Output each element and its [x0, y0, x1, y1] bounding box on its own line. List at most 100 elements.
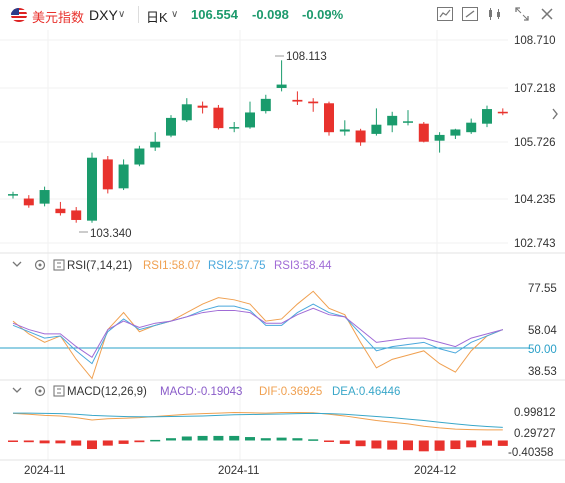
price-change-percent: -0.09%	[302, 7, 344, 22]
macd-histogram-bar	[8, 440, 18, 442]
price-change: -0.098	[252, 7, 289, 22]
indicator-settings-icon[interactable]	[53, 385, 65, 397]
candle-body	[276, 84, 287, 88]
rsi-lines	[12, 290, 503, 380]
candle-body	[339, 129, 350, 132]
divider	[138, 6, 139, 23]
candle-body	[134, 148, 145, 165]
macd-histogram-bar	[71, 440, 82, 446]
macd-histogram-bar	[181, 436, 192, 441]
candle-body	[292, 99, 303, 102]
instrument-name[interactable]: 美元指数	[32, 10, 85, 25]
candle-body	[482, 109, 492, 124]
macd-histogram-bar	[434, 440, 445, 451]
date-axis-label: 2024-12	[414, 465, 456, 477]
close-icon[interactable]	[538, 7, 556, 25]
low-marker-label: 103.340	[90, 228, 132, 240]
macd-histogram-bar	[260, 438, 271, 441]
macd-histogram-bar	[355, 440, 366, 447]
macd-histogram-bar	[229, 435, 240, 441]
settings-icon[interactable]	[12, 261, 22, 267]
macd-histogram-bar	[55, 440, 66, 444]
candle-body	[466, 122, 477, 133]
candle-body	[8, 194, 18, 196]
candle-body	[166, 117, 176, 136]
price-axis-label: 105.726	[514, 137, 556, 149]
date-axis-label: 2024-11	[24, 465, 65, 477]
macd-histogram-bar	[87, 440, 97, 450]
candle-body	[55, 208, 66, 214]
macd-histogram-bar	[166, 438, 176, 441]
rsi2-value: RSI2:57.75	[208, 260, 266, 272]
macd-histogram-bar	[23, 440, 34, 443]
toolbar: 美元指数 DXY ∨ 日K ∨ 106.554 -0.098 -0.09%	[0, 0, 565, 30]
candle-body	[371, 124, 382, 134]
macd-axis-label: 0.99812	[514, 407, 556, 419]
candlestick-series	[8, 60, 508, 223]
candle-body	[387, 115, 398, 126]
candle-body	[403, 121, 413, 123]
candle-body	[450, 129, 461, 136]
macd-histogram-bar	[245, 437, 255, 441]
price-axis-label: 102.743	[514, 238, 556, 250]
macd-histogram-bar	[418, 440, 429, 452]
macd-histogram-bar	[102, 440, 113, 446]
compare-icon[interactable]	[486, 7, 504, 25]
macd-histogram-bar	[371, 440, 382, 449]
macd-histogram-bar	[308, 439, 319, 441]
candle-body	[150, 141, 161, 148]
candle-body	[245, 112, 255, 128]
macd-value: MACD:-0.19043	[160, 386, 242, 398]
candle-body	[308, 101, 319, 104]
candle-body	[229, 127, 240, 129]
instrument-symbol[interactable]: DXY	[89, 7, 118, 23]
candle-body	[213, 107, 224, 129]
date-axis-label: 2024-11	[218, 465, 259, 477]
rsi-axis-label: 58.04	[528, 325, 557, 337]
macd-histogram-bar	[482, 440, 492, 446]
dea-line	[13, 412, 503, 428]
macd-histogram-bar	[276, 437, 287, 441]
draw-tool-icon[interactable]	[461, 7, 479, 25]
macd-axis-label: -0.40358	[508, 447, 553, 459]
chevron-down-icon[interactable]: ∨	[171, 9, 179, 20]
gear-icon[interactable]	[34, 259, 46, 271]
rsi3-value: RSI3:58.44	[274, 260, 332, 272]
period-selector[interactable]: 日K	[146, 10, 168, 25]
rsi-axis-label: 77.55	[528, 283, 557, 295]
rsi-line-rsi1	[12, 290, 503, 380]
macd-histogram-bar	[150, 439, 161, 442]
dif-line	[12, 412, 503, 431]
settings-icon[interactable]	[12, 387, 22, 393]
price-axis-label: 108.710	[514, 35, 556, 47]
gear-icon[interactable]	[34, 385, 46, 397]
price-axis-label: 104.235	[514, 194, 556, 206]
fullscreen-icon[interactable]	[513, 7, 531, 25]
macd-series	[8, 412, 508, 452]
expand-right-icon[interactable]	[552, 108, 558, 120]
indicator-settings-icon[interactable]	[53, 259, 65, 271]
candle-body	[434, 134, 445, 141]
macd-histogram-bar	[387, 440, 398, 450]
macd-histogram-bar	[39, 440, 50, 444]
macd-histogram-bar	[403, 440, 413, 451]
indicator-icon[interactable]	[436, 7, 454, 25]
rsi1-value: RSI1:58.07	[143, 260, 201, 272]
macd-histogram-bar	[197, 435, 208, 441]
chevron-down-icon[interactable]: ∨	[118, 9, 126, 20]
candle-body	[23, 198, 34, 206]
candle-body	[71, 210, 82, 220]
candle-body	[324, 103, 334, 133]
candle-body	[118, 164, 129, 189]
macd-histogram-bar	[466, 440, 477, 448]
candle-body	[497, 111, 508, 114]
macd-histogram-bar	[450, 440, 461, 450]
candle-body	[87, 157, 97, 221]
dif-value: DIF:0.36925	[259, 386, 322, 398]
macd-histogram-bar	[292, 438, 303, 441]
candle-body	[102, 159, 113, 190]
last-price: 106.554	[191, 7, 238, 22]
candle-body	[39, 190, 50, 204]
macd-axis-label: 0.29727	[514, 428, 556, 440]
